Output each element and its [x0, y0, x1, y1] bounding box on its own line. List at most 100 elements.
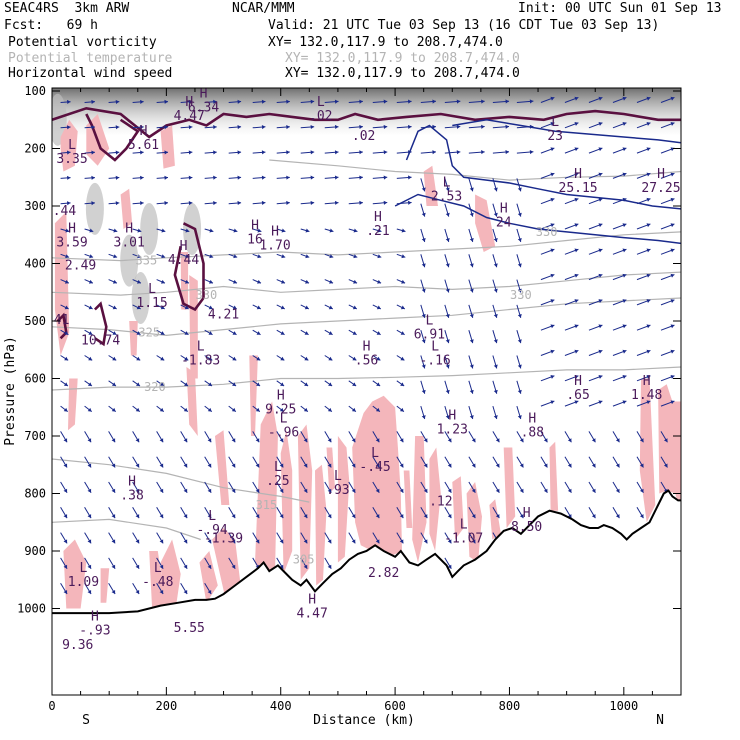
wind-arrowhead — [91, 201, 95, 206]
pink-region — [212, 528, 241, 603]
wind-arrowhead — [505, 99, 510, 104]
pink-region — [315, 464, 327, 586]
wind-arrowhead — [261, 99, 266, 104]
wind-arrowhead — [469, 212, 474, 217]
wind-arrowhead — [493, 364, 498, 369]
extremum-marker: H — [574, 374, 582, 389]
wind-arrowhead — [383, 150, 388, 155]
extremum-marker: L — [334, 469, 342, 484]
wind-arrowhead — [160, 279, 165, 284]
wind-arrowhead — [66, 125, 71, 130]
wind-arrowhead — [591, 488, 596, 493]
y-tick-label: 900 — [24, 544, 46, 558]
wind-arrowhead — [286, 175, 290, 180]
wind-arrowhead — [111, 382, 116, 386]
wind-arrowhead — [231, 488, 236, 493]
wind-arrowhead — [305, 228, 310, 233]
wind-arrowhead — [447, 463, 452, 468]
wind-arrowhead — [66, 150, 71, 155]
wind-arrowhead — [469, 238, 474, 242]
wind-arrowhead — [517, 263, 522, 268]
wind-arrowhead — [135, 407, 140, 412]
wind-arrowhead — [329, 254, 334, 259]
extremum-value: .21 — [366, 224, 389, 239]
wind-arrowhead — [334, 124, 339, 130]
wind-arrowhead — [327, 514, 332, 519]
extremum-marker: L — [208, 509, 216, 524]
legend-theta-field: Potential temperature — [8, 51, 173, 66]
wind-arrowhead — [359, 150, 363, 155]
wind-arrowhead — [280, 305, 285, 310]
wind-arrowhead — [445, 238, 450, 242]
wind-arrowhead — [670, 223, 675, 228]
wind-arrowhead — [550, 324, 555, 329]
wind-arrowhead — [183, 539, 188, 544]
wind-arrowhead — [310, 124, 315, 130]
wind-arrowhead — [353, 279, 358, 284]
wind-arrowhead — [237, 125, 242, 130]
wind-arrowhead — [87, 488, 92, 493]
extremum-value: 9.25 — [265, 402, 296, 417]
wind-arrowhead — [543, 488, 548, 493]
wind-arrowhead — [183, 488, 188, 493]
wind-arrowhead — [305, 254, 310, 259]
wind-arrowhead — [519, 488, 524, 493]
extremum-marker: L — [443, 176, 451, 191]
wind-arrowhead — [304, 382, 309, 386]
wind-arrowhead — [207, 488, 212, 493]
wind-arrowhead — [255, 539, 260, 544]
extremum-value: -.45 — [359, 460, 390, 475]
wind-arrowhead — [505, 124, 510, 129]
wind-arrowhead — [233, 254, 238, 259]
wind-arrowhead — [111, 539, 116, 544]
extremum-marker: H — [363, 339, 371, 354]
extremum-value: 1.15 — [136, 296, 167, 311]
extremum-value: 10.74 — [81, 333, 120, 348]
y-tick-label: 600 — [24, 372, 46, 386]
wind-arrowhead — [63, 590, 68, 595]
wind-arrowhead — [456, 124, 461, 129]
wind-arrowhead — [137, 254, 142, 259]
wind-arrowhead — [567, 488, 572, 493]
wind-arrowhead — [622, 299, 627, 303]
wind-arrowhead — [334, 175, 339, 180]
wind-arrowhead — [111, 438, 116, 443]
y-tick-label: 100 — [24, 84, 46, 98]
wind-arrowhead — [615, 463, 620, 468]
wind-arrowhead — [327, 539, 332, 544]
extremum-value: 8.50 — [511, 520, 542, 535]
wind-arrowhead — [135, 488, 140, 493]
wind-arrowhead — [279, 407, 284, 412]
extremum-value: -1.39 — [204, 532, 243, 547]
wind-arrowhead — [670, 96, 675, 101]
wind-arrowhead — [111, 564, 116, 569]
wind-arrowhead — [237, 99, 242, 104]
wind-arrowhead — [421, 288, 426, 293]
extremum-marker: H — [125, 222, 133, 237]
pink-region — [189, 275, 198, 379]
extremum-marker: L — [148, 282, 156, 297]
north-end-label: N — [656, 713, 664, 728]
wind-arrowhead — [598, 299, 603, 303]
wind-arrowhead — [481, 99, 485, 104]
wind-arrowhead — [375, 407, 380, 412]
extremum-value: 3.59 — [56, 236, 87, 251]
wind-arrowhead — [115, 201, 120, 206]
extremum-value: .88 — [521, 425, 544, 440]
extremum-marker: L — [68, 138, 76, 153]
wind-arrowhead — [183, 514, 188, 519]
extremum-marker: H — [643, 374, 651, 389]
wind-arrowhead — [88, 305, 93, 310]
wind-arrowhead — [159, 488, 164, 493]
wind-arrowhead — [279, 438, 284, 443]
wind-arrowhead — [622, 248, 627, 253]
wind-arrowhead — [471, 463, 476, 468]
wind-arrowhead — [598, 223, 603, 228]
wind-arrowhead — [89, 228, 94, 233]
wind-arrowhead — [327, 488, 332, 493]
center-title: NCAR/MMM — [232, 1, 295, 16]
wind-arrowhead — [207, 407, 212, 412]
wind-arrowhead — [447, 488, 452, 493]
extremum-marker: L — [280, 411, 288, 426]
wind-arrowhead — [64, 305, 69, 310]
